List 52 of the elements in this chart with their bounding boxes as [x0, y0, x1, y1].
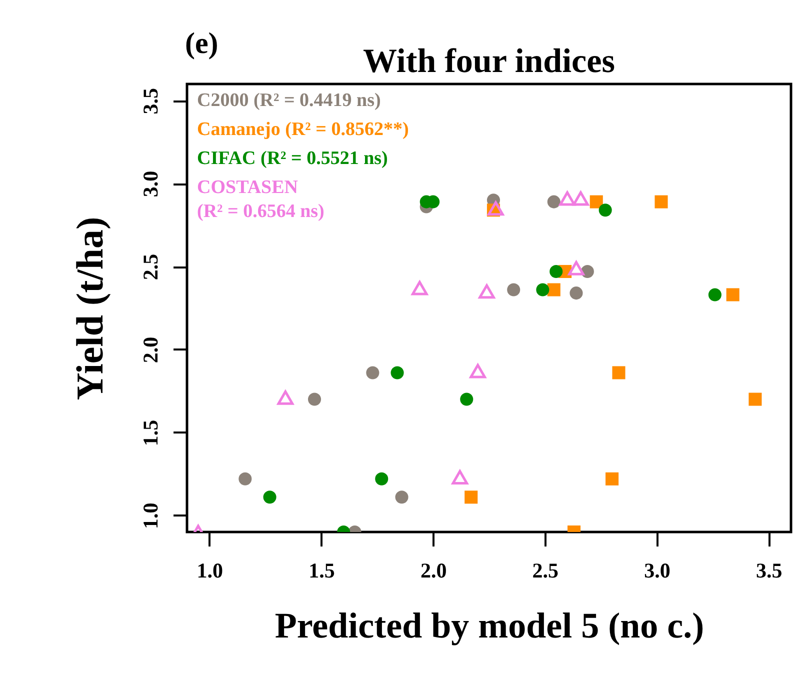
point [464, 490, 478, 504]
point [547, 283, 560, 296]
point [748, 392, 762, 406]
y-tick-label: 2.5 [138, 254, 162, 280]
point [726, 288, 740, 302]
text: (e) [185, 27, 218, 60]
point [598, 204, 612, 217]
x-tick-label: 2.0 [420, 558, 447, 582]
point [478, 284, 495, 299]
point [559, 191, 576, 206]
point [708, 288, 722, 302]
point [412, 280, 428, 296]
point [375, 472, 388, 486]
x-tick-label: 3.5 [756, 558, 782, 582]
point [395, 490, 408, 504]
point [470, 364, 486, 378]
x-axis-title: Predicted by model 5 (no c.) [274, 606, 704, 646]
x-tick-label: 1.0 [196, 558, 223, 582]
y-tick-label: 1.5 [138, 420, 162, 446]
y-tick-label: 1.0 [138, 502, 162, 530]
text: COSTASEN (R² = 0.6564 ns) [197, 177, 324, 222]
point [308, 392, 322, 406]
point [238, 472, 252, 486]
text: Camanejo (R² = 0.8562**) [197, 119, 409, 140]
text: C2000 (R² = 0.4419 ns) [197, 90, 381, 111]
point [612, 366, 626, 380]
point [366, 366, 380, 380]
point [263, 490, 276, 504]
point [488, 201, 504, 216]
chart-title: With four indices [363, 43, 615, 80]
y-tick-label: 3.0 [138, 170, 162, 198]
point [550, 264, 563, 278]
point [536, 283, 550, 296]
y-tick-label: 2.0 [138, 336, 162, 364]
point [452, 470, 468, 484]
text: CIFAC (R² = 0.5521 ns) [197, 148, 388, 169]
point [547, 195, 560, 208]
point [390, 366, 404, 380]
point [507, 283, 520, 296]
x-tick-label: 2.5 [532, 558, 559, 582]
point [460, 392, 474, 406]
y-axis-title: Yield (t/ha) [70, 216, 112, 400]
point [654, 195, 668, 208]
point [606, 472, 619, 486]
point [277, 390, 294, 405]
x-tick-label: 3.0 [644, 558, 670, 582]
point [568, 260, 584, 276]
point [572, 191, 589, 206]
y-tick-label: 3.5 [138, 88, 162, 114]
point [590, 195, 603, 208]
x-tick-label: 1.5 [308, 558, 335, 582]
point [570, 286, 583, 300]
